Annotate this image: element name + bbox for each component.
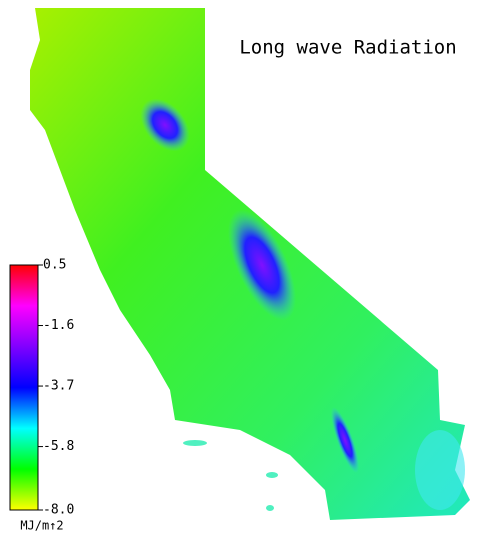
island bbox=[266, 472, 278, 478]
colorbar-tick-label: -5.8 bbox=[43, 439, 74, 454]
colorbar-tick-label: -3.7 bbox=[43, 379, 74, 394]
high-elevation-zone bbox=[227, 209, 297, 321]
colorbar: 0.5 -1.6 -3.7 -5.8 -8.0 bbox=[9, 258, 74, 518]
colorbar-scale bbox=[9, 264, 39, 511]
map-title: Long wave Radiation bbox=[239, 37, 456, 59]
high-elevation-zone bbox=[330, 406, 360, 474]
colorbar-tick-label: -1.6 bbox=[43, 318, 74, 333]
colorbar-tick-label: -8.0 bbox=[43, 503, 74, 518]
island bbox=[266, 505, 274, 511]
colorbar-tick-label: 0.5 bbox=[43, 258, 66, 273]
california-map bbox=[30, 8, 470, 520]
high-elevation-zone bbox=[140, 98, 190, 152]
island bbox=[183, 440, 207, 446]
colorbar-unit: MJ/m↑2 bbox=[20, 519, 63, 533]
coastal-zone bbox=[415, 430, 465, 510]
